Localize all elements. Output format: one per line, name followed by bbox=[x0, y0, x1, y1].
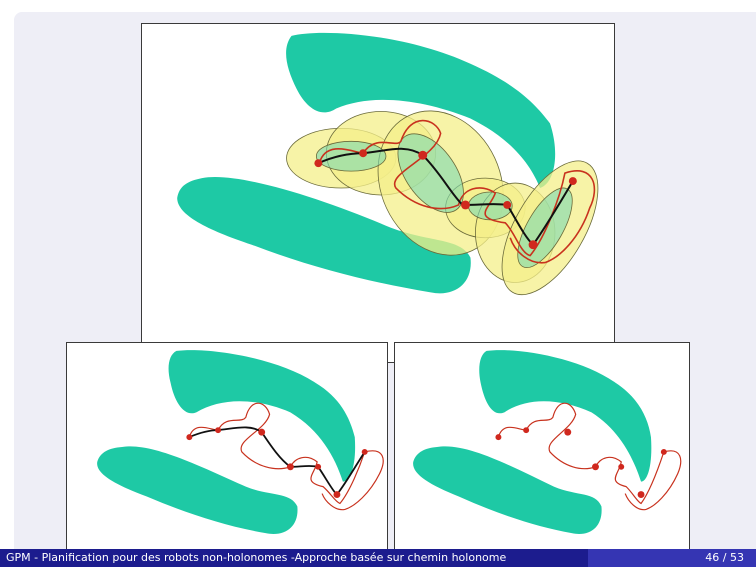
waypoint bbox=[618, 463, 625, 470]
figure-bottom-left-canvas bbox=[97, 350, 384, 534]
waypoint bbox=[314, 159, 323, 168]
waypoint bbox=[503, 200, 512, 209]
obstacle-upper bbox=[479, 350, 652, 482]
waypoint bbox=[315, 463, 322, 470]
obstacle-lower bbox=[97, 446, 298, 534]
waypoint bbox=[660, 448, 667, 455]
slide-footer: GPM - Planification pour des robots non-… bbox=[0, 549, 756, 567]
figure-bottom-left bbox=[66, 342, 388, 552]
obstacle-upper bbox=[168, 350, 356, 482]
waypoint bbox=[592, 463, 599, 471]
obstacle-upper bbox=[286, 32, 556, 189]
page-number: 46 / 53 bbox=[588, 549, 756, 567]
figure-bottom-right-canvas bbox=[413, 350, 682, 534]
obstacle-lower bbox=[177, 176, 471, 294]
waypoints bbox=[186, 427, 368, 499]
waypoint bbox=[637, 491, 645, 499]
nonholonomic-path bbox=[188, 402, 384, 511]
ellipse-inner-1 bbox=[315, 140, 387, 172]
waypoint bbox=[333, 491, 341, 499]
waypoint bbox=[523, 427, 530, 434]
ellipse-inner-2 bbox=[397, 133, 464, 213]
waypoint bbox=[418, 150, 428, 160]
waypoints bbox=[314, 149, 577, 250]
waypoint bbox=[528, 240, 538, 250]
waypoint bbox=[568, 177, 577, 186]
obstacle-lower bbox=[413, 446, 602, 534]
waypoint bbox=[461, 200, 470, 210]
waypoints bbox=[495, 427, 667, 499]
waypoint bbox=[258, 428, 266, 436]
waypoint bbox=[564, 428, 572, 436]
waypoint bbox=[186, 434, 193, 441]
waypoint bbox=[359, 149, 368, 158]
waypoint bbox=[215, 427, 222, 434]
figure-top-canvas bbox=[177, 32, 599, 296]
figure-bottom-right bbox=[394, 342, 690, 552]
nonholonomic-path bbox=[318, 119, 596, 264]
waypoint bbox=[361, 448, 368, 455]
waypoint bbox=[495, 434, 502, 441]
waypoint bbox=[286, 463, 294, 471]
nonholonomic-path bbox=[497, 402, 682, 511]
figure-top bbox=[141, 23, 615, 363]
footer-title: GPM - Planification pour des robots non-… bbox=[0, 549, 588, 567]
